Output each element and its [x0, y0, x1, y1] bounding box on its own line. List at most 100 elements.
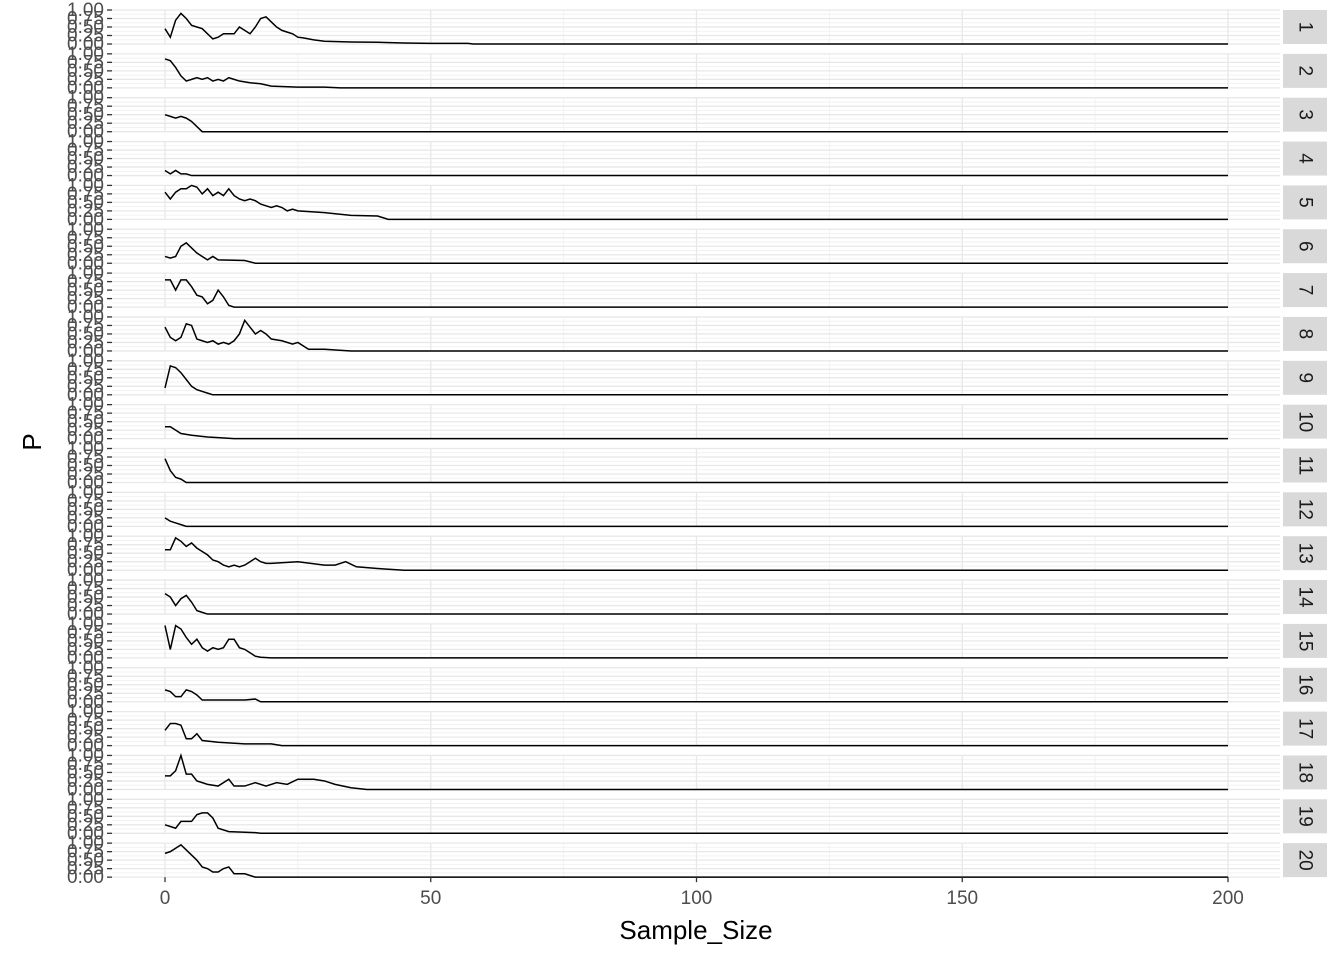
facet-strip-label: 17 — [1295, 718, 1316, 739]
facet-panels: 0.000.250.500.751.0010.000.250.500.751.0… — [67, 0, 1327, 888]
y-tick-label: 0.00 — [67, 779, 104, 800]
series-line — [164, 364, 1228, 396]
series-line — [164, 458, 1228, 484]
facet-strip-label: 10 — [1295, 411, 1316, 432]
y-tick-label: 1.00 — [67, 175, 104, 196]
y-tick-label: 0.00 — [67, 648, 104, 669]
y-tick-label: 0.75 — [67, 710, 104, 731]
y-tick-label: 0.25 — [67, 596, 104, 617]
y-tick-label: 0.50 — [67, 850, 104, 871]
facet-strip — [1283, 755, 1327, 790]
y-tick-label: 0.75 — [67, 228, 104, 249]
y-tick-label: 0.00 — [67, 34, 104, 55]
y-tick-label: 0.25 — [67, 771, 104, 792]
facet-strip-label: 9 — [1295, 373, 1316, 384]
facet-strip — [1283, 273, 1327, 308]
y-tick-label: 0.25 — [67, 245, 104, 266]
y-tick-label: 0.75 — [67, 535, 104, 556]
facet-strip-label: 4 — [1295, 153, 1316, 164]
facet-strip — [1283, 97, 1327, 132]
y-tick-label: 0.00 — [67, 297, 104, 318]
y-tick-label: 1.00 — [67, 570, 104, 591]
series-line — [164, 624, 1228, 659]
facet-panel: 0.000.250.500.751.00 1 — [67, 0, 1327, 55]
y-tick-label: 0.25 — [67, 157, 104, 178]
x-tick-label: 50 — [420, 888, 441, 909]
facet-strip-label: 2 — [1295, 66, 1316, 77]
y-tick-label: 0.75 — [67, 315, 104, 336]
y-tick-label: 0.00 — [67, 823, 104, 844]
series-line — [164, 58, 1228, 89]
y-tick-label: 0.50 — [67, 719, 104, 740]
series-line — [164, 593, 1228, 615]
y-tick-label: 1.00 — [67, 219, 104, 240]
facet-strip-label: 12 — [1295, 499, 1316, 520]
facet-strip — [1283, 492, 1327, 527]
facet-strip — [1283, 623, 1327, 658]
y-tick-label: 1.00 — [67, 439, 104, 460]
y-tick-label: 0.25 — [67, 859, 104, 880]
series-line — [164, 169, 1228, 177]
facet-strip-label: 13 — [1295, 543, 1316, 564]
y-tick-label: 1.00 — [67, 702, 104, 723]
facet-strip — [1283, 10, 1327, 44]
facet-panel: 0.000.250.500.751.00 16 — [67, 658, 1327, 713]
y-tick-label: 0.75 — [67, 184, 104, 205]
y-tick-label: 0.25 — [67, 508, 104, 529]
facet-panel: 0.000.250.500.751.00 8 — [67, 307, 1327, 362]
y-tick-label: 1.00 — [67, 658, 104, 679]
y-tick-label: 0.75 — [67, 798, 104, 819]
series-line — [164, 843, 1228, 878]
y-tick-label: 0.50 — [67, 61, 104, 82]
y-tick-label: 0.25 — [67, 289, 104, 310]
y-tick-label: 0.25 — [67, 639, 104, 660]
series-line — [164, 113, 1228, 133]
facet-strip — [1283, 404, 1327, 439]
y-tick-label: 0.00 — [67, 473, 104, 494]
facet-panel: 0.000.250.500.751.00 6 — [67, 219, 1327, 274]
facet-panel: 0.000.250.500.751.00 11 — [67, 439, 1327, 494]
y-tick-label: 0.25 — [67, 683, 104, 704]
facet-strip — [1283, 229, 1327, 264]
y-tick-label: 1.00 — [67, 614, 104, 635]
facet-strip — [1283, 360, 1327, 395]
y-tick-label: 0.50 — [67, 543, 104, 564]
y-tick-label: 0.25 — [67, 376, 104, 397]
facet-panel: 0.000.250.500.751.00 9 — [67, 351, 1327, 406]
y-tick-label: 0.50 — [67, 412, 104, 433]
facet-panel: 0.000.250.500.751.00 12 — [67, 482, 1327, 537]
y-tick-label: 1.00 — [67, 482, 104, 503]
facet-panel: 0.000.250.500.751.00 10 — [67, 395, 1327, 450]
y-tick-label: 0.00 — [67, 253, 104, 274]
facet-strip — [1283, 141, 1327, 176]
y-tick-label: 0.00 — [67, 385, 104, 406]
y-tick-label: 0.00 — [67, 122, 104, 143]
series-line — [164, 517, 1228, 528]
y-tick-label: 1.00 — [67, 88, 104, 109]
y-tick-label: 0.00 — [67, 867, 104, 888]
y-tick-label: 0.50 — [67, 236, 104, 257]
y-tick-label: 0.75 — [67, 842, 104, 863]
y-tick-label: 0.50 — [67, 192, 104, 213]
y-tick-label: 0.25 — [67, 464, 104, 485]
y-tick-label: 0.50 — [67, 631, 104, 652]
facet-strip — [1283, 711, 1327, 746]
series-line — [164, 688, 1228, 703]
facet-strip-label: 3 — [1295, 109, 1316, 120]
y-tick-label: 0.75 — [67, 52, 104, 73]
facet-panel: 0.000.250.500.751.00 2 — [67, 44, 1327, 99]
series-line — [164, 812, 1228, 835]
y-tick-label: 0.25 — [67, 69, 104, 90]
y-tick-label: 0.00 — [67, 736, 104, 757]
x-axis-title: Sample_Size — [619, 915, 772, 945]
facet-strip-label: 20 — [1295, 850, 1316, 871]
y-tick-label: 0.25 — [67, 113, 104, 134]
y-tick-label: 0.00 — [67, 692, 104, 713]
y-tick-label: 0.00 — [67, 209, 104, 230]
y-tick-label: 1.00 — [67, 307, 104, 328]
y-tick-label: 1.00 — [67, 526, 104, 547]
series-line — [164, 241, 1228, 264]
facet-panel: 0.000.250.500.751.00 7 — [67, 263, 1327, 318]
x-tick-label: 150 — [946, 888, 978, 909]
